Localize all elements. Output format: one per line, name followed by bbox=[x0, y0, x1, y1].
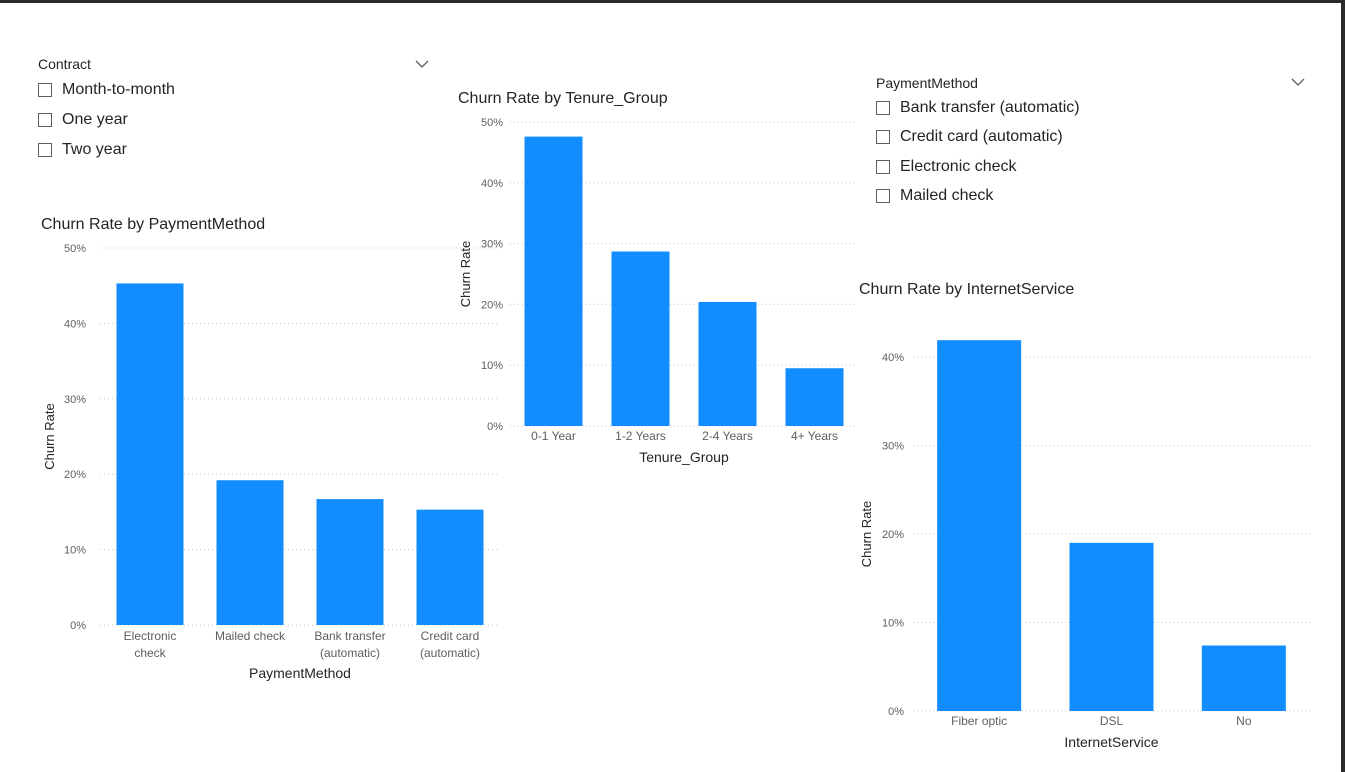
y-tick-label: 40% bbox=[481, 178, 503, 190]
checkbox[interactable] bbox=[38, 113, 52, 127]
x-tick-label: Bank transfer bbox=[314, 629, 385, 643]
y-tick-label: 0% bbox=[487, 421, 503, 433]
chart-title: Churn Rate by PaymentMethod bbox=[41, 216, 266, 233]
x-tick-label: Fiber optic bbox=[951, 714, 1007, 728]
slicer-item-label: Two year bbox=[62, 141, 127, 158]
x-tick-label: (automatic) bbox=[320, 646, 380, 660]
slicer-item-bank-transfer[interactable]: Bank transfer (automatic) bbox=[876, 99, 1080, 117]
bar[interactable] bbox=[937, 340, 1022, 711]
contract-slicer-title: Contract bbox=[38, 56, 91, 72]
bar[interactable] bbox=[116, 283, 184, 625]
contract-slicer: Contract Month-to-month One year Two yea… bbox=[38, 56, 430, 166]
checkbox[interactable] bbox=[38, 83, 52, 97]
bar[interactable] bbox=[524, 136, 583, 427]
x-tick-label: 4+ Years bbox=[791, 429, 838, 443]
x-tick-label: 2-4 Years bbox=[702, 429, 753, 443]
checkbox[interactable] bbox=[876, 160, 890, 174]
slicer-item-label: Electronic check bbox=[900, 158, 1017, 175]
slicer-item-two-year[interactable]: Two year bbox=[38, 141, 127, 159]
bar[interactable] bbox=[316, 499, 384, 625]
y-tick-label: 0% bbox=[70, 620, 86, 632]
x-tick-label: DSL bbox=[1100, 714, 1124, 728]
x-tick-label: No bbox=[1236, 714, 1252, 728]
slicer-item-month-to-month[interactable]: Month-to-month bbox=[38, 81, 175, 99]
y-tick-label: 0% bbox=[888, 706, 904, 718]
y-tick-label: 10% bbox=[481, 360, 503, 372]
x-axis-title: InternetService bbox=[1064, 734, 1158, 750]
chart-churn-by-internet-service: Churn Rate by InternetService 0% 10% 20% 30… bbox=[850, 275, 1325, 760]
chart-plot: 0% 10% 20% 30% 40% 50% Electronic check Mailed c… bbox=[42, 243, 500, 681]
payment-method-slicer: PaymentMethod Bank transfer (automatic) … bbox=[876, 75, 1308, 210]
window-top-border bbox=[0, 0, 1345, 3]
checkbox[interactable] bbox=[38, 143, 52, 157]
slicer-item-one-year[interactable]: One year bbox=[38, 111, 128, 129]
y-tick-label: 50% bbox=[481, 117, 503, 129]
slicer-item-label: Bank transfer (automatic) bbox=[900, 99, 1080, 116]
y-axis-title: Churn Rate bbox=[859, 501, 874, 567]
bar[interactable] bbox=[611, 251, 670, 426]
slicer-item-credit-card[interactable]: Credit card (automatic) bbox=[876, 128, 1063, 146]
x-axis-title: Tenure_Group bbox=[639, 449, 729, 465]
y-tick-label: 30% bbox=[882, 441, 904, 453]
chart-title: Churn Rate by InternetService bbox=[859, 281, 1075, 298]
x-tick-label: 0-1 Year bbox=[531, 429, 576, 443]
x-tick-label: (automatic) bbox=[420, 646, 480, 660]
x-tick-label: Credit card bbox=[421, 629, 480, 643]
y-axis-title: Churn Rate bbox=[458, 241, 473, 307]
y-tick-label: 20% bbox=[481, 299, 503, 311]
y-tick-label: 20% bbox=[64, 469, 86, 481]
slicer-item-label: Mailed check bbox=[900, 187, 994, 204]
slicer-item-label: Credit card (automatic) bbox=[900, 128, 1063, 145]
chevron-down-icon[interactable] bbox=[414, 58, 430, 70]
y-tick-label: 30% bbox=[64, 394, 86, 406]
y-tick-label: 20% bbox=[882, 529, 904, 541]
chart-plot: 0% 10% 20% 30% 40% Fiber optic DSL No InternetSe… bbox=[859, 340, 1310, 750]
bar[interactable] bbox=[1201, 645, 1286, 711]
chevron-down-icon[interactable] bbox=[1290, 76, 1306, 88]
y-tick-label: 10% bbox=[64, 545, 86, 557]
y-tick-label: 40% bbox=[882, 352, 904, 364]
payment-slicer-title: PaymentMethod bbox=[876, 75, 978, 91]
x-tick-label: Electronic bbox=[124, 629, 177, 643]
checkbox[interactable] bbox=[876, 189, 890, 203]
checkbox[interactable] bbox=[876, 101, 890, 115]
chart-churn-by-payment-method: Churn Rate by PaymentMethod 0% 10% 20% 30% 4… bbox=[0, 210, 520, 700]
y-tick-label: 50% bbox=[64, 243, 86, 255]
x-tick-label: Mailed check bbox=[215, 629, 286, 643]
slicer-item-label: One year bbox=[62, 111, 128, 128]
x-tick-label: check bbox=[134, 646, 166, 660]
bar[interactable] bbox=[1069, 542, 1154, 711]
chart-title: Churn Rate by Tenure_Group bbox=[458, 90, 668, 107]
y-axis-title: Churn Rate bbox=[42, 403, 57, 469]
bar[interactable] bbox=[216, 480, 284, 625]
checkbox[interactable] bbox=[876, 130, 890, 144]
bar[interactable] bbox=[698, 301, 757, 426]
x-tick-label: 1-2 Years bbox=[615, 429, 666, 443]
window-right-border bbox=[1341, 0, 1345, 772]
bar[interactable] bbox=[785, 368, 844, 426]
x-axis-title: PaymentMethod bbox=[249, 665, 351, 681]
y-tick-label: 10% bbox=[882, 618, 904, 630]
slicer-item-mailed-check[interactable]: Mailed check bbox=[876, 187, 993, 205]
slicer-item-label: Month-to-month bbox=[62, 81, 175, 98]
y-tick-label: 30% bbox=[481, 239, 503, 251]
chart-churn-by-tenure-group: Churn Rate by Tenure_Group 0% 10% 20% 30% 40… bbox=[450, 85, 870, 480]
y-tick-label: 40% bbox=[64, 318, 86, 330]
chart-plot: 0% 10% 20% 30% 40% 50% 0-1 Year 1-2 Years 2-4 Ye… bbox=[458, 117, 858, 465]
slicer-item-electronic-check[interactable]: Electronic check bbox=[876, 158, 1017, 176]
bar[interactable] bbox=[416, 509, 484, 625]
